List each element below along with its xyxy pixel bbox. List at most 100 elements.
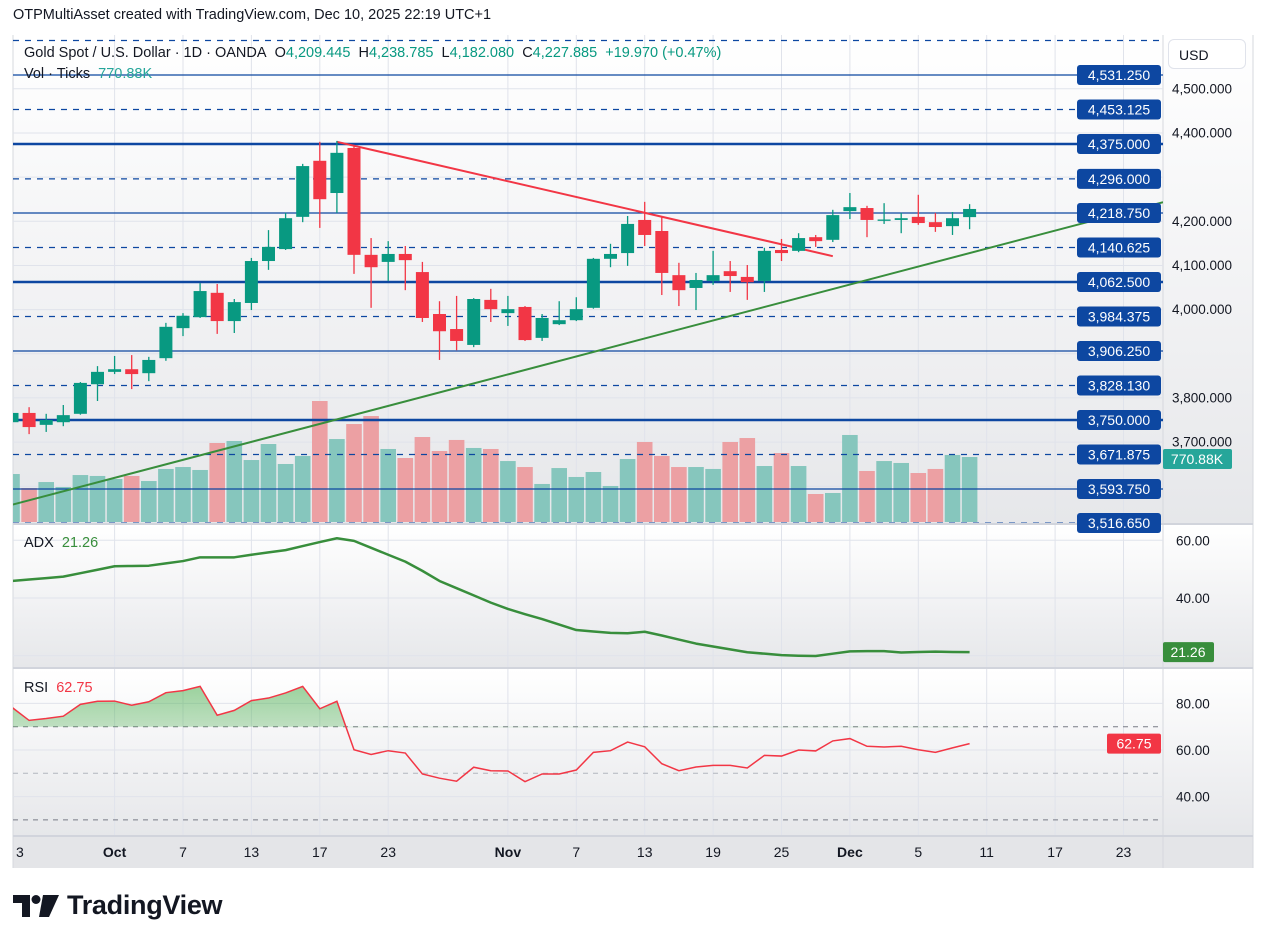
candle[interactable]: [843, 193, 857, 220]
candle[interactable]: [39, 413, 53, 432]
candle[interactable]: [159, 322, 173, 361]
level-price-tag[interactable]: [1077, 168, 1161, 189]
time-axis-label[interactable]: Nov: [495, 844, 522, 860]
candle[interactable]: [364, 238, 378, 308]
candle[interactable]: [398, 246, 412, 291]
candle[interactable]: [313, 141, 327, 228]
candle[interactable]: [501, 295, 515, 326]
time-axis-label[interactable]: Dec: [837, 844, 863, 860]
time-axis-label[interactable]: 19: [705, 844, 721, 860]
level-price-tag[interactable]: [1077, 203, 1161, 223]
candle[interactable]: [73, 382, 87, 415]
candle[interactable]: [911, 194, 925, 225]
candle[interactable]: [552, 301, 566, 326]
candle[interactable]: [757, 247, 771, 292]
candle[interactable]: [689, 272, 703, 311]
candle[interactable]: [296, 163, 310, 223]
candle[interactable]: [279, 212, 293, 250]
candle[interactable]: [415, 261, 429, 322]
candle[interactable]: [809, 234, 823, 247]
price-axis[interactable]: 4,500.000 4,400.000 4,200.000 4,100.000 4,00…: [1077, 65, 1232, 805]
time-axis-label[interactable]: 23: [1116, 844, 1132, 860]
candle[interactable]: [621, 215, 635, 266]
currency-selector[interactable]: USD: [1168, 39, 1246, 69]
candle[interactable]: [210, 283, 224, 334]
trendline-resistance[interactable]: [336, 140, 834, 258]
candle[interactable]: [262, 230, 275, 270]
time-axis-label[interactable]: 17: [1047, 844, 1063, 860]
candle[interactable]: [963, 204, 977, 230]
candle[interactable]: [792, 233, 806, 253]
volume-label[interactable]: Vol · Ticks: [24, 66, 91, 82]
candle[interactable]: [125, 355, 139, 390]
time-axis-label[interactable]: 7: [179, 844, 187, 860]
candle[interactable]: [91, 366, 104, 402]
level-price-tags[interactable]: 4,531.250 4,453.125 4,375.000 4,296.000 4,21…: [1077, 65, 1161, 534]
candle[interactable]: [723, 261, 737, 292]
candle[interactable]: [604, 243, 617, 268]
time-axis-label[interactable]: 13: [637, 844, 653, 860]
candle[interactable]: [877, 203, 891, 224]
candle[interactable]: [826, 209, 840, 243]
time-axis[interactable]: 3 Oct 7 13 17 23 Nov 7 13 19 25 Dec 5 11 17 23: [16, 844, 1131, 860]
level-price-tag[interactable]: [1077, 65, 1161, 85]
candle[interactable]: [706, 250, 720, 285]
candle[interactable]: [586, 257, 600, 309]
candle[interactable]: [22, 407, 36, 435]
level-price-tag[interactable]: [1077, 237, 1161, 258]
candle[interactable]: [227, 299, 241, 334]
candle[interactable]: [518, 306, 532, 341]
candle[interactable]: [6, 411, 19, 425]
trendline-support[interactable]: [12, 201, 1163, 506]
level-price-tag[interactable]: [1077, 375, 1161, 396]
time-axis-label[interactable]: 3: [16, 844, 24, 860]
horizontal-levels[interactable]: [13, 39, 1163, 524]
candle[interactable]: [330, 140, 344, 213]
candle[interactable]: [56, 404, 70, 427]
candle[interactable]: [142, 356, 156, 382]
time-axis-label[interactable]: Oct: [103, 844, 127, 860]
candle[interactable]: [655, 216, 669, 296]
candle[interactable]: [467, 298, 481, 348]
candle[interactable]: [775, 238, 788, 262]
candle[interactable]: [484, 288, 498, 322]
candle[interactable]: [928, 212, 942, 232]
candle[interactable]: [740, 264, 754, 300]
candle[interactable]: [433, 301, 446, 360]
time-axis-label[interactable]: 25: [774, 844, 790, 860]
candle[interactable]: [672, 262, 686, 307]
level-price-tag[interactable]: [1077, 272, 1161, 292]
rsi-label[interactable]: RSI: [24, 680, 49, 696]
level-price-tag[interactable]: [1077, 479, 1161, 499]
adx-label[interactable]: ADX: [24, 535, 54, 551]
level-price-tag[interactable]: [1077, 99, 1161, 120]
time-axis-label[interactable]: 13: [244, 844, 260, 860]
level-price-tag[interactable]: [1077, 444, 1161, 465]
candle[interactable]: [946, 212, 959, 235]
level-price-tag[interactable]: [1077, 134, 1161, 154]
candle[interactable]: [894, 212, 908, 234]
candle[interactable]: [535, 314, 549, 341]
candle[interactable]: [450, 295, 464, 351]
candle[interactable]: [347, 144, 361, 274]
candle[interactable]: [193, 283, 207, 318]
candle[interactable]: [638, 201, 652, 247]
candle[interactable]: [244, 257, 258, 311]
level-price-tag[interactable]: [1077, 513, 1161, 534]
time-axis-label[interactable]: 17: [312, 844, 328, 860]
candle[interactable]: [381, 241, 395, 281]
time-axis-label[interactable]: 11: [979, 844, 994, 860]
candle[interactable]: [569, 297, 583, 322]
candle[interactable]: [108, 355, 122, 375]
candle[interactable]: [176, 313, 190, 337]
symbol-name[interactable]: Gold Spot / U.S. Dollar · 1D · OANDA: [24, 45, 267, 61]
time-axis-label[interactable]: 23: [380, 844, 396, 860]
level-price-tag[interactable]: [1077, 410, 1161, 430]
candle[interactable]: [860, 205, 874, 238]
level-price-tag[interactable]: [1077, 306, 1161, 327]
time-axis-label[interactable]: 7: [572, 844, 580, 860]
level-price-tag[interactable]: [1077, 341, 1161, 361]
time-axis-label[interactable]: 5: [914, 844, 922, 860]
trendlines[interactable]: [12, 140, 1163, 506]
